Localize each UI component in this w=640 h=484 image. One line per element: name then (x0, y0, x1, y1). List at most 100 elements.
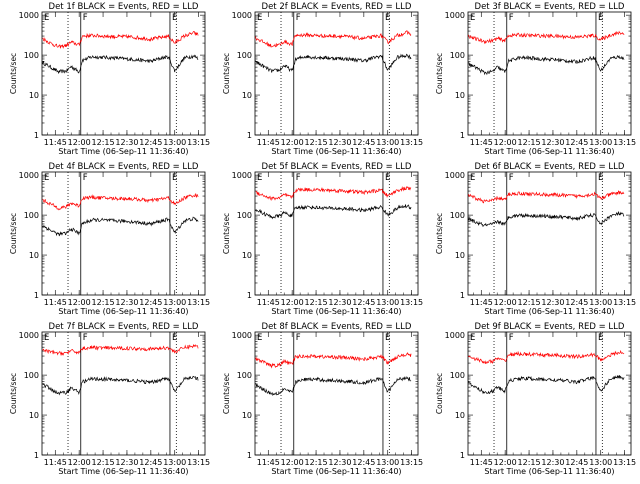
axes-frame (41, 331, 206, 456)
x-axis-label: Start Time (06-Sep-11 11:36:40) (484, 467, 614, 476)
y-tick-label: 10 (29, 411, 39, 420)
x-tick-label: 13:15 (187, 298, 210, 307)
region-mark: E (598, 333, 603, 343)
lld-series-line (255, 30, 412, 48)
y-axis-label: Counts/sec (9, 373, 18, 414)
x-axis-label: Start Time (06-Sep-11 11:36:40) (271, 307, 401, 316)
region-mark: F (296, 333, 301, 343)
y-tick-label: 10 (242, 91, 252, 100)
y-tick-label: 100 (450, 211, 465, 220)
events-series-line (42, 375, 199, 396)
chart-panel: Det 4f BLACK = Events, RED = LLD 1 10 100 10… (9, 162, 210, 316)
region-mark: F (296, 173, 301, 183)
region-mark: F (83, 333, 88, 343)
events-series-line (255, 375, 412, 397)
x-tick-label: 12:15 (92, 138, 115, 147)
chart-title: Det 9f BLACK = Events, RED = LLD (475, 322, 625, 332)
region-mark: E (385, 173, 390, 183)
x-tick-label: 12:00 (494, 458, 517, 467)
lld-series-line (255, 186, 412, 202)
y-tick-label: 100 (24, 51, 39, 60)
region-mark: E (598, 13, 603, 23)
axes-frame (254, 11, 419, 136)
axes-frame (254, 331, 419, 456)
x-tick-label: 12:45 (565, 298, 588, 307)
chart-title: Det 6f BLACK = Events, RED = LLD (475, 162, 625, 172)
x-tick-label: 13:00 (163, 298, 186, 307)
x-tick-label: 12:15 (518, 458, 541, 467)
x-tick-label: 13:15 (400, 458, 423, 467)
x-tick-label: 12:00 (68, 298, 91, 307)
x-tick-label: 11:45 (44, 298, 67, 307)
y-tick-label: 100 (450, 51, 465, 60)
y-tick-label: 1000 (445, 331, 465, 340)
x-tick-label: 11:45 (257, 138, 280, 147)
lld-series-line (255, 351, 412, 369)
chart-panel: Det 9f BLACK = Events, RED = LLD 1 10 100 10… (435, 322, 636, 476)
chart-panel: Det 2f BLACK = Events, RED = LLD 1 10 100 10… (222, 2, 423, 156)
events-series-line (42, 54, 199, 75)
y-tick-label: 1000 (232, 171, 252, 180)
x-axis-label: Start Time (06-Sep-11 11:36:40) (58, 467, 188, 476)
x-tick-label: 13:00 (589, 458, 612, 467)
x-tick-label: 11:45 (44, 138, 67, 147)
axes-frame (41, 171, 206, 296)
region-mark: E (257, 173, 262, 183)
chart-title: Det 5f BLACK = Events, RED = LLD (262, 162, 412, 172)
y-tick-label: 1 (460, 451, 465, 460)
x-tick-label: 11:45 (470, 138, 493, 147)
x-tick-label: 11:45 (44, 458, 67, 467)
axes-frame (254, 171, 419, 296)
x-tick-label: 12:15 (92, 298, 115, 307)
y-axis-label: Counts/sec (222, 53, 231, 94)
x-axis-label: Start Time (06-Sep-11 11:36:40) (58, 147, 188, 156)
axes-frame (467, 11, 632, 136)
y-tick-label: 1 (460, 131, 465, 140)
x-tick-label: 11:45 (470, 298, 493, 307)
y-axis-label: Counts/sec (435, 373, 444, 414)
y-tick-label: 1 (247, 451, 252, 460)
chart-panel: Det 1f BLACK = Events, RED = LLD 1 10 100 10… (9, 2, 210, 156)
x-tick-label: 12:00 (494, 298, 517, 307)
region-mark: F (83, 13, 88, 23)
x-tick-label: 13:00 (376, 458, 399, 467)
x-tick-label: 12:15 (92, 458, 115, 467)
x-axis-label: Start Time (06-Sep-11 11:36:40) (484, 307, 614, 316)
y-axis-label: Counts/sec (435, 53, 444, 94)
x-tick-label: 13:15 (613, 298, 636, 307)
x-axis-label: Start Time (06-Sep-11 11:36:40) (484, 147, 614, 156)
y-tick-label: 1 (34, 451, 39, 460)
events-series-line (468, 375, 625, 395)
y-tick-label: 1 (460, 291, 465, 300)
x-tick-label: 12:00 (281, 458, 304, 467)
region-mark: E (470, 173, 475, 183)
region-mark: E (470, 333, 475, 343)
x-tick-label: 12:00 (68, 458, 91, 467)
y-axis-label: Counts/sec (222, 373, 231, 414)
y-tick-label: 100 (24, 211, 39, 220)
y-axis-label: Counts/sec (9, 213, 18, 254)
x-tick-label: 12:45 (139, 298, 162, 307)
lld-series-line (42, 31, 199, 49)
y-tick-label: 100 (24, 371, 39, 380)
chart-title: Det 1f BLACK = Events, RED = LLD (49, 2, 199, 12)
chart-title: Det 2f BLACK = Events, RED = LLD (262, 2, 412, 12)
x-tick-label: 12:30 (328, 138, 351, 147)
x-tick-label: 13:00 (589, 138, 612, 147)
lld-series-line (42, 343, 199, 357)
y-tick-label: 1000 (445, 171, 465, 180)
x-axis-label: Start Time (06-Sep-11 11:36:40) (271, 147, 401, 156)
x-tick-label: 13:15 (613, 458, 636, 467)
y-tick-label: 1000 (232, 331, 252, 340)
y-tick-label: 10 (455, 91, 465, 100)
region-mark: E (470, 13, 475, 23)
x-tick-label: 12:00 (281, 138, 304, 147)
x-tick-label: 12:30 (115, 298, 138, 307)
region-mark: E (172, 13, 177, 23)
x-tick-label: 12:30 (541, 138, 564, 147)
region-mark: E (44, 173, 49, 183)
region-mark: E (257, 333, 262, 343)
y-tick-label: 100 (237, 211, 252, 220)
